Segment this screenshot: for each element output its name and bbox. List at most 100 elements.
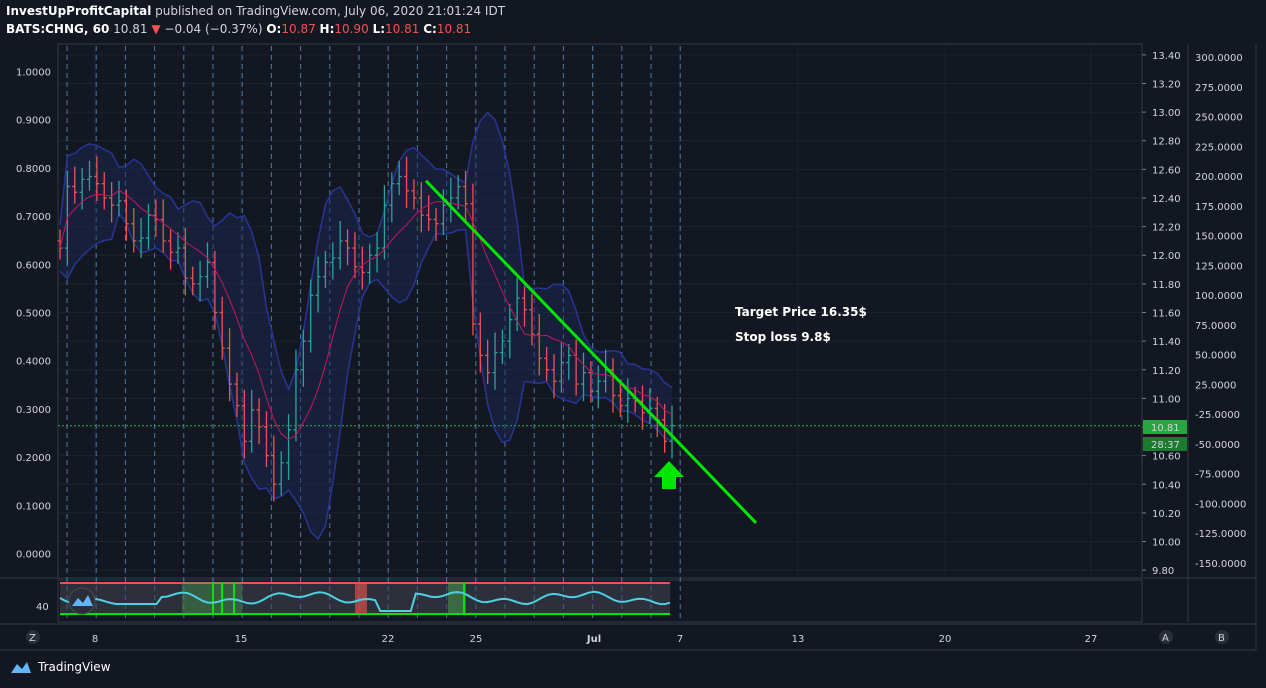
price-bar: [197, 260, 203, 302]
time-tick-label: 8: [92, 634, 98, 645]
price-bar: [330, 242, 336, 280]
price-bar: [617, 379, 623, 417]
time-tick-label: 22: [382, 634, 395, 645]
price-tick-label: 11.00: [1152, 394, 1181, 405]
left-tick-label: 0.6000: [16, 260, 51, 271]
price-tick-label: 12.00: [1152, 251, 1181, 262]
published-info: published on TradingView.com, July 06, 2…: [155, 4, 506, 18]
oscillator-highlight-green: [448, 582, 466, 614]
countdown-badge: [1143, 437, 1187, 451]
countdown-text: 28:37: [1151, 440, 1180, 451]
price-bar: [138, 218, 144, 259]
price-bar: [219, 296, 225, 360]
price-bar: [374, 232, 380, 273]
price-bar: [109, 182, 115, 223]
price-bar: [116, 180, 122, 217]
price-bar: [426, 195, 432, 231]
price-bar: [227, 328, 233, 402]
oscillator-tick-label: 175.0000: [1195, 202, 1243, 213]
zoom-button[interactable]: [26, 630, 40, 644]
price-tick-label: 13.40: [1152, 51, 1181, 62]
tradingview-brand-icon: [11, 662, 31, 673]
price-bar: [595, 365, 601, 409]
oscillator-pane-border: [57, 579, 1143, 623]
open-label: O:: [266, 22, 282, 36]
price-bar: [625, 378, 631, 423]
oscillator-tick-label: -25.0000: [1195, 410, 1240, 421]
price-tick-label: 13.00: [1152, 108, 1181, 119]
price-bar: [485, 339, 491, 385]
time-axis[interactable]: 8 15 22 25 Jul 7 13 20 27: [92, 634, 1098, 645]
price-bar: [337, 220, 343, 270]
oscillator-tick-label: 225.0000: [1195, 142, 1243, 153]
time-tick-label: 20: [939, 634, 952, 645]
left-tick-label: 0.9000: [16, 116, 51, 127]
left-tick-label: 0.4000: [16, 357, 51, 368]
oscillator-tick-label: 125.0000: [1195, 261, 1243, 272]
oscillator-tick-label: -150.0000: [1195, 559, 1246, 570]
price-bar: [381, 185, 387, 260]
tradingview-brand[interactable]: TradingView: [10, 660, 111, 674]
ohlc-header: BATS:CHNG, 60 10.81 ▼ −0.04 (−0.37%) O:1…: [6, 22, 471, 36]
price-bar: [160, 199, 166, 253]
b-button-label: B: [1218, 633, 1225, 644]
price-bar: [182, 228, 188, 296]
price-bar: [507, 303, 513, 359]
price-tick-label: 10.40: [1152, 480, 1181, 491]
low-label: L:: [372, 22, 386, 36]
symbol-label[interactable]: BATS:CHNG, 60: [6, 22, 110, 36]
oscillator-highlight-red: [355, 582, 367, 614]
price-bar: [278, 451, 284, 496]
oscillator-tick-label: 50.0000: [1195, 351, 1236, 362]
tradingview-logo-icon[interactable]: [68, 587, 96, 615]
time-tick-label: 15: [235, 634, 248, 645]
zoom-button-label: Z: [29, 633, 36, 644]
oscillator-tick-label: 300.0000: [1195, 53, 1243, 64]
price-tick-label: 13.20: [1152, 79, 1181, 90]
price-bar: [411, 179, 417, 210]
price-bar: [212, 250, 218, 330]
price-bar: [79, 167, 85, 210]
bollinger-lower: [59, 211, 673, 541]
oscillator-tick-label: 200.0000: [1195, 172, 1243, 183]
left-tick-label: 0.1000: [16, 501, 51, 512]
down-arrow-icon: ▼: [151, 22, 161, 36]
price-bar: [522, 286, 528, 327]
price-bar: [463, 170, 469, 221]
publication-header: InvestUpProfitCapital published on Tradi…: [6, 4, 505, 18]
author-name[interactable]: InvestUpProfitCapital: [6, 4, 152, 18]
close-value: 10.81: [436, 22, 472, 36]
price-tick-label: 9.80: [1152, 566, 1174, 577]
price-tick-label: 12.60: [1152, 165, 1181, 176]
oscillator-tick-label: -75.0000: [1195, 470, 1240, 481]
price-bar: [396, 160, 402, 196]
price-tick-label: 11.40: [1152, 337, 1181, 348]
price-axis[interactable]: 13.40 13.20 13.00 12.80 12.60 12.40 12.20 12.00…: [1142, 51, 1181, 577]
b-button[interactable]: [1215, 630, 1229, 644]
price-bar: [234, 372, 240, 417]
oscillator-tick-label: -100.0000: [1195, 499, 1246, 510]
price-tick-label: 12.40: [1152, 194, 1181, 205]
price-bar: [352, 232, 358, 279]
price-bar: [300, 329, 306, 387]
price-bar: [263, 411, 269, 468]
left-tick-label: 0.2000: [16, 453, 51, 464]
time-tick-label: 27: [1085, 634, 1098, 645]
time-tick-label: 13: [792, 634, 805, 645]
bollinger-band-fill: [60, 112, 672, 539]
price-bar: [470, 183, 476, 336]
price-bar: [123, 189, 129, 241]
time-tick-label: 25: [470, 634, 483, 645]
price-tick-label: 10.60: [1152, 452, 1181, 463]
price-bar: [145, 203, 151, 250]
grid: [58, 46, 1142, 578]
trend-line[interactable]: [424, 179, 758, 524]
price-bar: [544, 346, 550, 382]
auto-scale-button[interactable]: [1159, 630, 1173, 644]
oscillator-tick-label: 250.0000: [1195, 113, 1243, 124]
price-bar: [477, 312, 483, 373]
price-bar: [404, 156, 410, 209]
price-bar: [322, 250, 328, 289]
price-tick-label: 12.80: [1152, 137, 1181, 148]
